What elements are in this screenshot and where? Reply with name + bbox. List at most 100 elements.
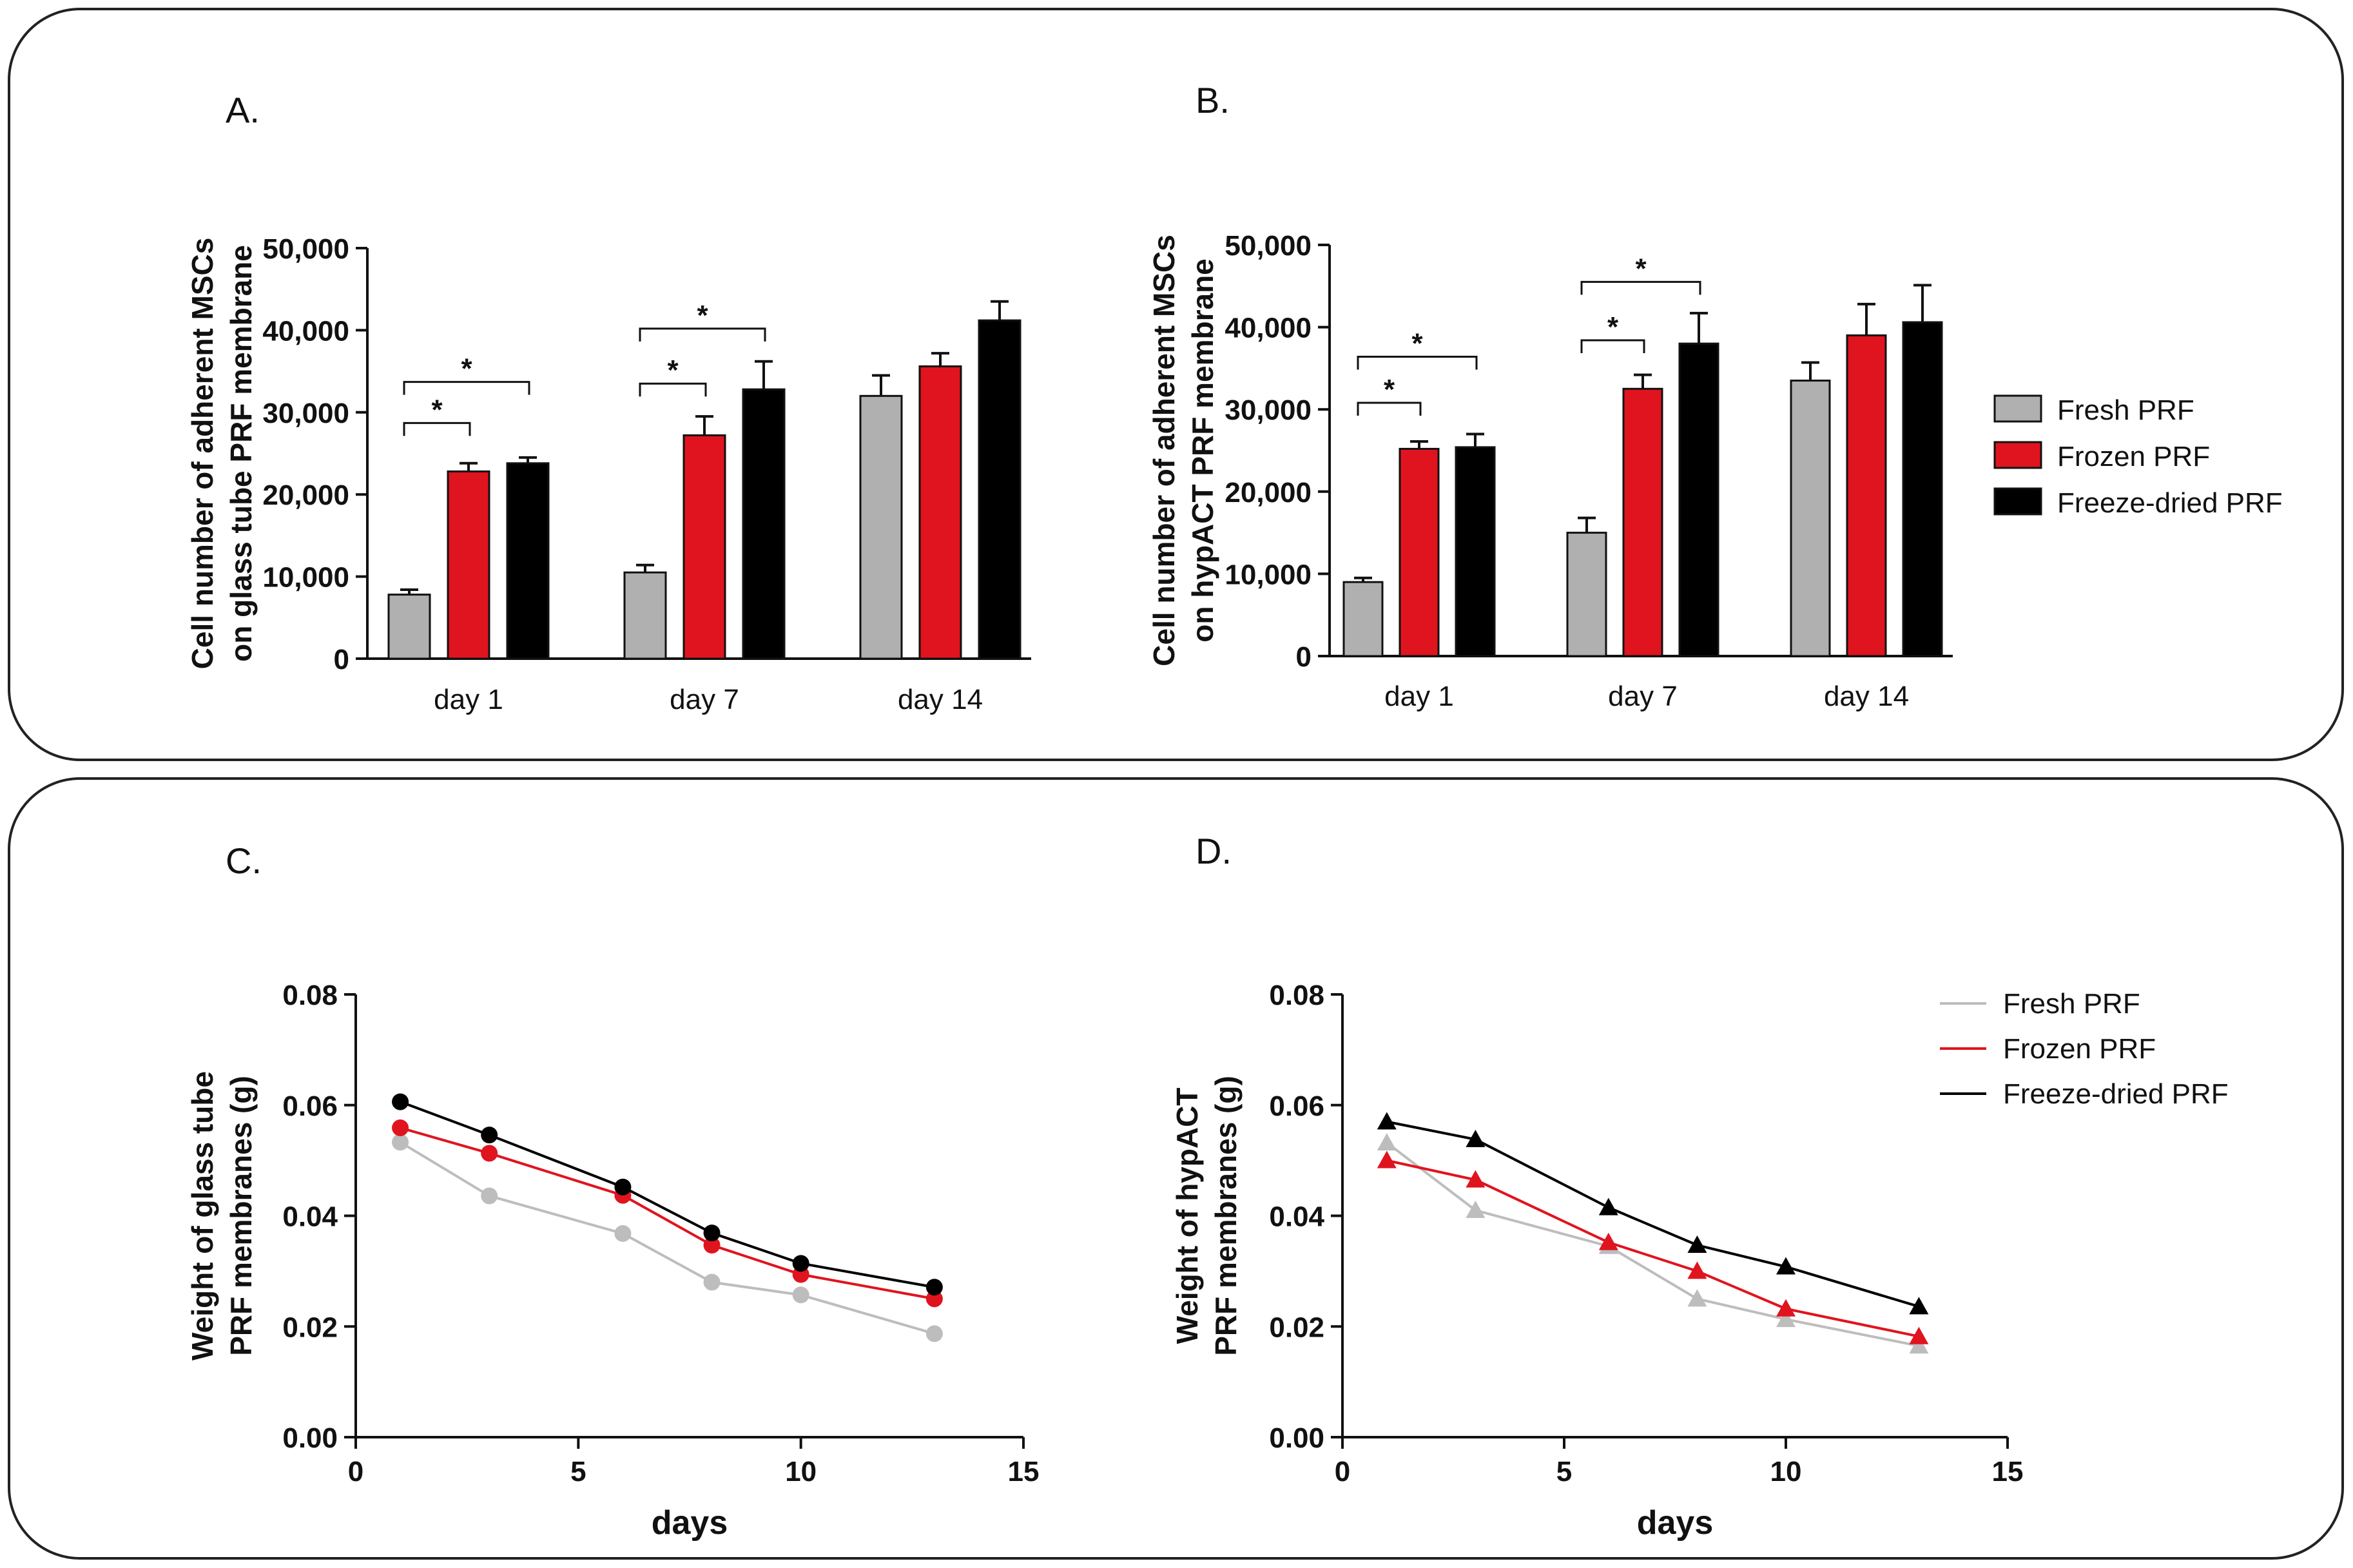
chart-b-y-axis-title-line: on hypACT PRF membrane	[1186, 258, 1219, 643]
legend-label-frozen: Frozen PRF	[2057, 441, 2210, 472]
chart-a-bar-fresh-prf	[387, 594, 431, 660]
chart-b-y-axis-title-line: Cell number of adherent MSCs	[1147, 235, 1181, 666]
chart-d-point-fresh-prf	[1377, 1133, 1397, 1151]
chart-c-line-fresh-prf	[400, 1141, 935, 1335]
chart-c-y-tick-label: 0.02	[282, 1312, 338, 1343]
chart-c-line-frozen-prf	[400, 1127, 935, 1301]
chart-d-y-tick-label: 0.04	[1269, 1201, 1324, 1233]
chart-a-significance-star: *	[697, 300, 708, 331]
legend-line-label-freeze-dried: Freeze-dried PRF	[2003, 1078, 2229, 1110]
chart-b-significance-bracket	[1580, 280, 1701, 295]
chart-d-point-freeze-dried-prf	[1776, 1257, 1796, 1275]
chart-b-y-tick-label: 50,000	[1225, 230, 1312, 262]
chart-a-significance-star: *	[431, 394, 443, 425]
chart-b-bar-frozen-prf	[1846, 334, 1887, 657]
chart-d-y-tick-label: 0.02	[1269, 1312, 1324, 1343]
chart-c-y-axis-title: Weight of glass tube PRF membranes (g)	[186, 1071, 258, 1360]
chart-c-x-tick-label: 10	[785, 1456, 817, 1487]
chart-c-point-freeze-dried-prf	[481, 1127, 498, 1144]
chart-c-y-tick-label: 0.00	[282, 1422, 338, 1454]
chart-c-point-freeze-dried-prf	[925, 1279, 943, 1296]
legend-bottom: Fresh PRF Frozen PRF Freeze-dried PRF	[1940, 988, 2229, 1110]
chart-c-point-frozen-prf	[703, 1237, 721, 1254]
chart-c-point-fresh-prf	[703, 1273, 721, 1291]
chart-b-significance-star: *	[1635, 253, 1647, 284]
chart-c-point-fresh-prf	[392, 1134, 409, 1151]
chart-b-y-tick-label: 40,000	[1225, 313, 1312, 344]
chart-b-y-tick-label: 20,000	[1225, 477, 1312, 508]
chart-a-y-axis-title-line: on glass tube PRF membrane	[224, 245, 258, 662]
chart-b-significance-star: *	[1384, 374, 1395, 405]
chart-b-bar-frozen-prf	[1622, 387, 1663, 657]
chart-d-line-frozen-prf	[1386, 1159, 1919, 1338]
chart-d-point-frozen-prf	[1776, 1299, 1796, 1317]
legend-swatch-freeze-dried	[1993, 487, 2042, 516]
chart-d-x-tick-label: 5	[1556, 1456, 1572, 1487]
chart-d-point-freeze-dried-prf	[1687, 1235, 1707, 1253]
chart-d-point-frozen-prf	[1377, 1150, 1397, 1168]
chart-c-y-axis-title-line: PRF membranes (g)	[224, 1076, 258, 1356]
chart-a-bar-frozen-prf	[683, 434, 726, 660]
chart-c-point-fresh-prf	[614, 1224, 632, 1242]
chart-d-x-tick-label: 0	[1335, 1456, 1350, 1487]
chart-a-category-label: day 1	[434, 684, 503, 715]
chart-b-significance-star: *	[1607, 311, 1619, 343]
chart-d-line-fresh-prf	[1386, 1141, 1919, 1348]
chart-a-significance-bracket	[639, 382, 707, 397]
legend-top: Fresh PRF Frozen PRF Freeze-dried PRF	[1993, 394, 2283, 519]
chart-a-significance-bracket	[403, 421, 471, 436]
legend-label-fresh: Fresh PRF	[2057, 394, 2194, 426]
chart-c-point-frozen-prf	[392, 1119, 409, 1136]
legend-line-label-fresh: Fresh PRF	[2003, 988, 2140, 1020]
chart-c-y-tick-label: 0.04	[282, 1201, 338, 1233]
chart-b-significance-bracket	[1357, 402, 1422, 416]
chart-a-significance-star: *	[461, 353, 472, 385]
chart-b-category-label: day 7	[1608, 681, 1678, 712]
chart-d-line-freeze-dried-prf	[1386, 1120, 1919, 1308]
chart-d-y-tick-label: 0.06	[1269, 1090, 1324, 1122]
top-panel-frame	[8, 8, 2344, 761]
chart-a-bar-freeze-dried-prf	[742, 388, 786, 660]
chart-a-bar-fresh-prf	[859, 394, 903, 660]
chart-c-x-tick-label: 5	[570, 1456, 586, 1487]
chart-b-bar-freeze-dried-prf	[1902, 321, 1943, 657]
chart-c-point-freeze-dried-prf	[614, 1178, 632, 1195]
chart-c-point-frozen-prf	[481, 1145, 498, 1162]
chart-d-point-fresh-prf	[1776, 1310, 1796, 1328]
chart-d-y-tick-label: 0.00	[1269, 1422, 1324, 1454]
panel-label-d: D.	[1196, 831, 1232, 871]
chart-a-y-tick-label: 20,000	[262, 479, 349, 511]
chart-d-y-tick-label: 0.08	[1269, 980, 1324, 1011]
chart-a-y-tick-label: 10,000	[262, 562, 349, 594]
chart-d-point-freeze-dried-prf	[1377, 1112, 1397, 1130]
chart-b-significance-bracket	[1580, 339, 1645, 354]
chart-b-y-tick-label: 30,000	[1225, 394, 1312, 426]
chart-c-point-freeze-dried-prf	[703, 1224, 721, 1242]
chart-c-point-freeze-dried-prf	[792, 1255, 809, 1272]
chart-d-x-axis-title: days	[1637, 1504, 1714, 1542]
chart-b-bar-fresh-prf	[1342, 581, 1384, 657]
legend-swatch-frozen	[1993, 441, 2042, 469]
chart-d-y-axis-title: Weight of hypACT PRF membranes (g)	[1170, 1076, 1243, 1356]
chart-a-category-label: day 14	[898, 684, 983, 715]
line-chart-c: 0.00 0.02 0.04 0.06 0.08 0 5 10 15 days Weight of …	[186, 980, 1039, 1542]
chart-d-point-freeze-dried-prf	[1598, 1197, 1618, 1215]
chart-c-y-axis-title-line: Weight of glass tube	[186, 1071, 219, 1360]
chart-b-category-label: day 14	[1824, 681, 1909, 712]
chart-c-point-fresh-prf	[925, 1325, 943, 1342]
chart-b-bar-freeze-dried-prf	[1678, 342, 1719, 657]
legend-label-freeze-dried: Freeze-dried PRF	[2057, 487, 2283, 519]
chart-a-y-tick-label: 30,000	[262, 398, 349, 429]
line-chart-d: 0.00 0.02 0.04 0.06 0.08 0 5 10 15 days Weight of …	[1170, 980, 2023, 1542]
chart-b-category-label: day 1	[1384, 681, 1454, 712]
chart-d-point-frozen-prf	[1598, 1232, 1618, 1250]
chart-a-bar-frozen-prf	[918, 365, 962, 660]
chart-b-y-axis-title: Cell number of adherent MSCs on hypACT PR…	[1147, 235, 1219, 666]
panel-label-a: A.	[226, 90, 260, 130]
chart-a-y-tick-label: 0	[334, 644, 349, 675]
legend-swatch-fresh	[1993, 394, 2042, 423]
panel-label-c: C.	[226, 840, 262, 881]
